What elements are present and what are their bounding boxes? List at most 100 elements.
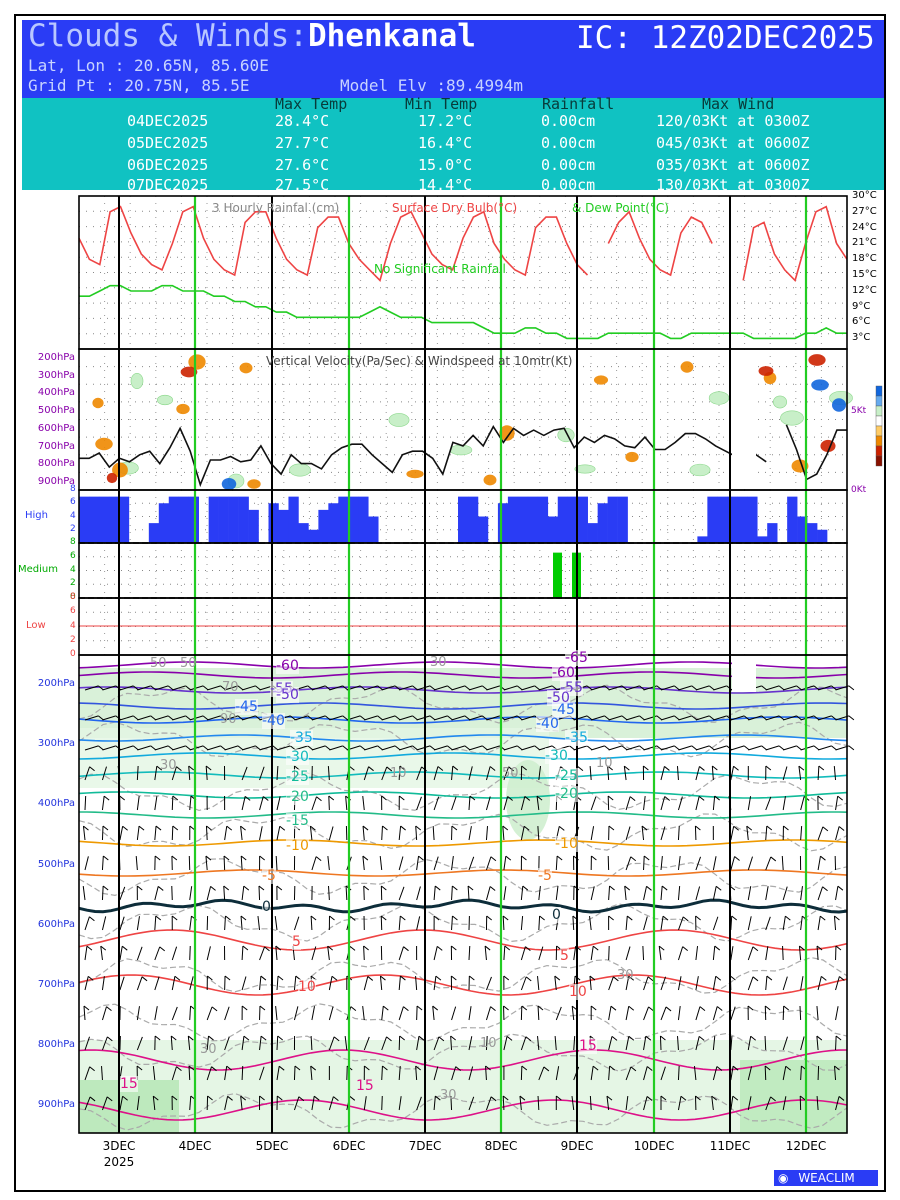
wind-barb-flag	[154, 1035, 161, 1041]
wind-barb	[241, 796, 246, 811]
summary-maxtemp: 27.7°C	[275, 134, 330, 152]
wind-barb-flag	[523, 825, 530, 831]
wind-barb	[207, 715, 221, 721]
wind-barb-flag	[699, 766, 705, 771]
wind-barb	[206, 946, 211, 961]
wind-barb	[571, 1096, 575, 1111]
wind-barb	[327, 946, 330, 961]
wind-barb-flag	[746, 825, 753, 831]
wind-barb	[364, 685, 378, 691]
wind-barb-flag	[150, 715, 157, 721]
high-cloud-bar	[557, 496, 569, 543]
humidity-contour-label: 30	[440, 1088, 457, 1103]
wind-barb	[835, 1096, 840, 1111]
vv-blob	[593, 375, 609, 385]
wind-barb	[170, 1036, 173, 1051]
temperature-contour	[78, 1099, 848, 1121]
wind-barb-flag	[255, 745, 261, 751]
high-cloud-bar	[517, 496, 529, 543]
wind-barb	[224, 1036, 230, 1051]
wind-barb	[537, 976, 540, 991]
wind-barb	[224, 915, 226, 931]
temperature-contour-label-right: -35	[565, 730, 588, 746]
vv-blob	[808, 354, 826, 366]
wind-barb	[416, 1096, 422, 1111]
wind-barb	[433, 856, 439, 871]
wind-barb-flag	[276, 885, 283, 891]
wind-barb	[259, 745, 274, 751]
humidity-shading	[79, 668, 847, 738]
wind-barb	[415, 1065, 418, 1081]
wind-barb	[451, 766, 454, 781]
wind-barb-flag	[150, 745, 157, 751]
wind-barb-flag	[796, 715, 802, 721]
wind-barb-flag	[359, 685, 366, 691]
wind-barb	[416, 745, 431, 751]
wind-barb-flag	[294, 1065, 301, 1071]
header-banner	[22, 20, 884, 98]
wind-barb	[152, 1096, 156, 1111]
wind-barb-flag	[324, 745, 331, 751]
wind-barb	[311, 745, 326, 751]
humidity-contour-label: 30	[430, 655, 447, 670]
wind-barb-flag	[521, 855, 527, 861]
wind-barb-flag	[558, 825, 565, 831]
wind-barb-flag	[743, 715, 750, 721]
wind-barb-flag	[176, 766, 182, 772]
wind-barb	[695, 796, 700, 811]
wind-barb	[764, 1035, 767, 1051]
wind-barb-flag	[646, 1096, 653, 1101]
wind-barb	[224, 715, 239, 721]
humidity-contour	[78, 858, 848, 897]
high-cloud-bar	[358, 496, 369, 543]
wind-barb	[241, 1065, 244, 1081]
wind-barb	[782, 945, 784, 961]
wind-barb-flag	[656, 685, 663, 691]
wind-barb-flag	[382, 1065, 388, 1071]
wind-barb	[276, 1066, 280, 1081]
wind-barb-flag	[506, 1035, 513, 1041]
wind-barb	[171, 1066, 177, 1081]
wind-barb	[154, 826, 157, 841]
wind-barb	[172, 745, 186, 751]
wind-barb	[293, 976, 297, 991]
wind-barb	[800, 1065, 802, 1081]
wind-barb-flag	[503, 975, 510, 981]
temperature-contour-label: -50	[276, 687, 299, 703]
temp-tick-label: 6°C	[852, 316, 871, 328]
wind-barb-flag	[521, 1065, 528, 1071]
wind-barb-flag	[435, 1095, 441, 1101]
temperature-contour-label-right: -30	[545, 748, 568, 764]
wind-barb-flag	[813, 715, 820, 721]
wind-barb	[658, 946, 662, 961]
wind-barb-flag	[363, 945, 369, 951]
wind-barb-flag	[455, 1066, 462, 1072]
wind-barb	[591, 715, 605, 721]
wind-barb-flag	[122, 1095, 128, 1101]
wind-barb-flag	[157, 886, 164, 891]
wind-barb	[677, 796, 683, 811]
wind-barb	[607, 765, 610, 781]
wind-barb-flag	[172, 825, 179, 831]
wind-barb-flag	[167, 685, 174, 691]
wind-barb-flag	[661, 885, 668, 891]
wind-barb-flag	[187, 1035, 194, 1041]
wind-barb	[379, 856, 383, 871]
wind-barb	[520, 826, 525, 841]
wind-barb-flag	[450, 1035, 456, 1041]
wind-barb-flag	[543, 1066, 550, 1072]
wind-barb	[362, 826, 365, 841]
wind-barb-flag	[260, 975, 267, 981]
wind-barb	[660, 766, 665, 781]
wind-barb	[137, 715, 151, 721]
wind-barb	[608, 1036, 613, 1051]
xs-pressure-label: 200hPa	[37, 678, 75, 689]
vv-blob	[483, 474, 497, 486]
high-cloud-tick-label: 8	[70, 484, 76, 494]
wind-barb-flag	[349, 945, 356, 951]
temp-tick-label: 12°C	[852, 284, 877, 296]
wind-barb-flag	[778, 745, 785, 751]
temperature-contour-label: -25	[286, 769, 309, 785]
wind-barb-flag	[764, 1005, 771, 1011]
wind-barb	[119, 826, 124, 841]
